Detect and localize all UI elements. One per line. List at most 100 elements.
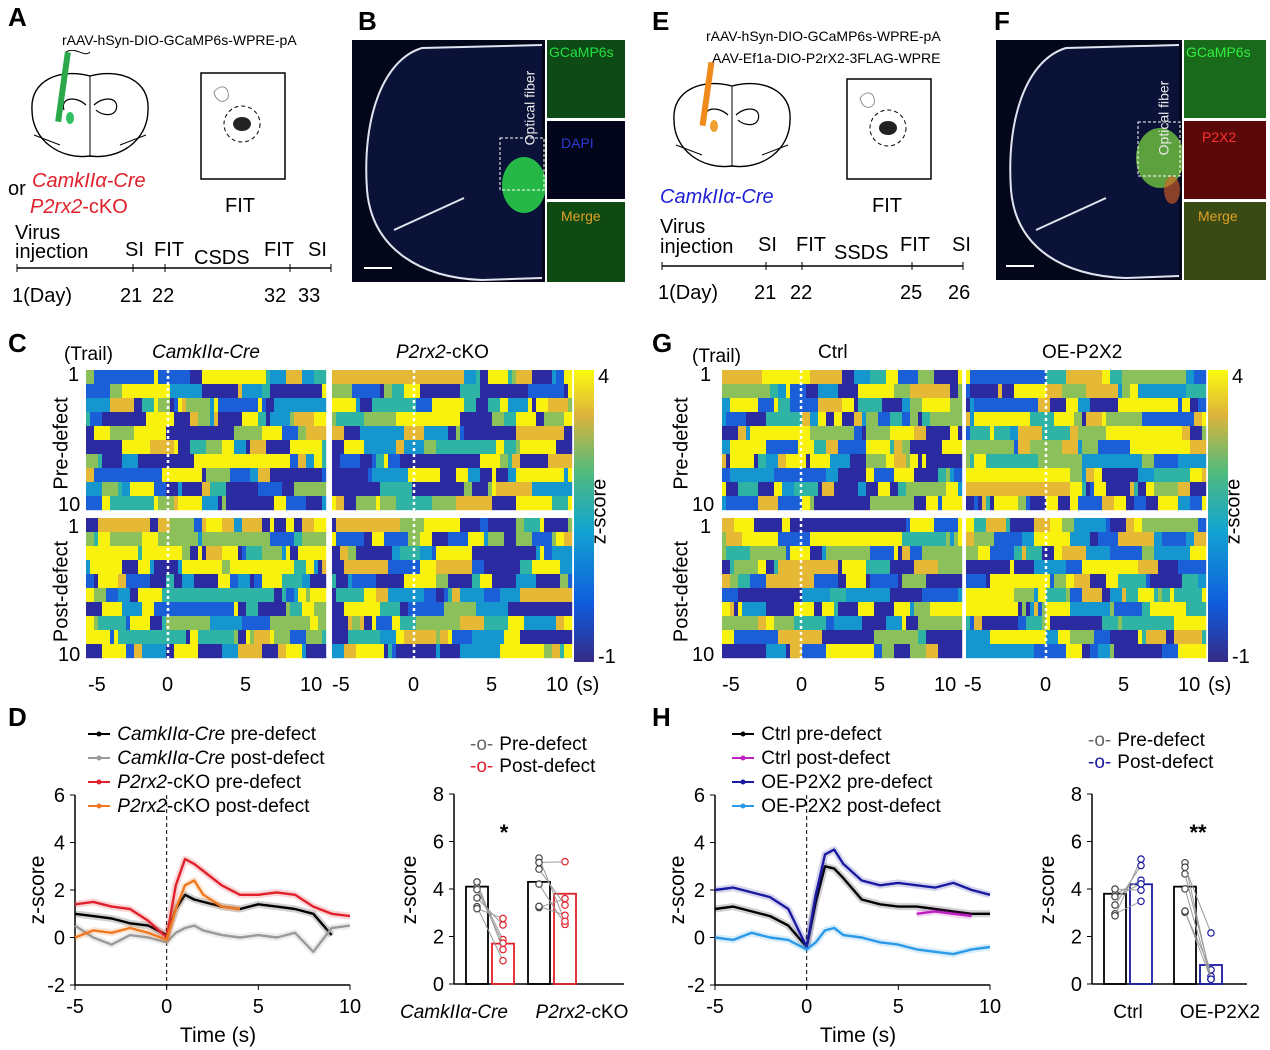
- heat-cell: [734, 440, 738, 454]
- heat-cell: [1062, 454, 1066, 468]
- heat-cell: [138, 518, 142, 532]
- heat-cell: [1122, 560, 1126, 574]
- heat-cell: [246, 630, 250, 644]
- heat-cell: [314, 644, 318, 658]
- heat-cell: [1094, 630, 1098, 644]
- heat-cell: [918, 440, 922, 454]
- heat-cell: [444, 440, 448, 454]
- heat-cell: [118, 454, 122, 468]
- heat-cell: [974, 532, 978, 546]
- heat-cell: [294, 644, 298, 658]
- heat-cell: [540, 546, 544, 560]
- heat-cell: [246, 426, 250, 440]
- heat-cell: [396, 560, 400, 574]
- heat-cell: [528, 560, 532, 574]
- heat-cell: [730, 588, 734, 602]
- heat-cell: [994, 560, 998, 574]
- heat-cell: [106, 426, 110, 440]
- heat-cell: [974, 384, 978, 398]
- heat-cell: [352, 644, 356, 658]
- heat-cell: [222, 532, 226, 546]
- heat-cell: [914, 602, 918, 616]
- heat-cell: [886, 482, 890, 496]
- heat-cell: [958, 630, 962, 644]
- heat-cell: [524, 426, 528, 440]
- heat-cell: [150, 426, 154, 440]
- heat-cell: [484, 644, 488, 658]
- heat-cell: [158, 518, 162, 532]
- heat-cell: [190, 398, 194, 412]
- heat-cell: [436, 574, 440, 588]
- heat-cell: [754, 546, 758, 560]
- heat-cell: [1022, 440, 1026, 454]
- heat-cell: [750, 616, 754, 630]
- heat-cell: [1134, 468, 1138, 482]
- heat-cell: [954, 546, 958, 560]
- heat-cell: [102, 560, 106, 574]
- heat-cell: [524, 602, 528, 616]
- heat-cell: [758, 560, 762, 574]
- heat-cell: [360, 588, 364, 602]
- heat-cell: [182, 518, 186, 532]
- heat-cell: [274, 468, 278, 482]
- heat-cell: [348, 398, 352, 412]
- heat-cell: [1074, 454, 1078, 468]
- heat-cell: [548, 518, 552, 532]
- heat-cell: [314, 588, 318, 602]
- heat-cell: [986, 440, 990, 454]
- heat-cell: [738, 518, 742, 532]
- heat-cell: [974, 398, 978, 412]
- heat-cell: [536, 468, 540, 482]
- heat-cell: [158, 574, 162, 588]
- heat-cell: [794, 630, 798, 644]
- heat-cell: [270, 370, 274, 384]
- heat-cell: [778, 588, 782, 602]
- heat-cell: [556, 412, 560, 426]
- heat-cell: [472, 468, 476, 482]
- heat-cell: [186, 370, 190, 384]
- heat-cell: [420, 588, 424, 602]
- heat-cell: [1006, 468, 1010, 482]
- heat-cell: [484, 370, 488, 384]
- heat-cell: [1174, 398, 1178, 412]
- heat-cell: [794, 644, 798, 658]
- heat-cell: [254, 454, 258, 468]
- heat-cell: [424, 440, 428, 454]
- heat-cell: [826, 630, 830, 644]
- heat-cell: [1142, 616, 1146, 630]
- heat-cell: [1062, 560, 1066, 574]
- heat-cell: [1022, 574, 1026, 588]
- heat-cell: [90, 588, 94, 602]
- heat-cell: [1146, 630, 1150, 644]
- heat-cell: [930, 546, 934, 560]
- heat-cell: [314, 482, 318, 496]
- heat-cell: [404, 630, 408, 644]
- heat-cell: [1098, 560, 1102, 574]
- heat-cell: [332, 630, 336, 644]
- heat-cell: [830, 412, 834, 426]
- heat-cell: [94, 644, 98, 658]
- heat-cell: [190, 616, 194, 630]
- heat-cell: [974, 574, 978, 588]
- heat-cell: [496, 574, 500, 588]
- tl-event-si2-e: SI: [952, 234, 971, 257]
- heat-cell: [1010, 496, 1014, 510]
- heat-cell: [452, 468, 456, 482]
- heat-cell: [890, 440, 894, 454]
- heat-cell: [344, 398, 348, 412]
- heat-cell: [182, 398, 186, 412]
- heat-cell: [532, 532, 536, 546]
- heat-cell: [1054, 440, 1058, 454]
- heat-cell: [794, 370, 798, 384]
- heat-cell: [556, 518, 560, 532]
- heat-cell: [810, 454, 814, 468]
- heat-cell: [750, 454, 754, 468]
- heat-cell: [998, 454, 1002, 468]
- heat-cell: [182, 532, 186, 546]
- heat-cell: [1126, 440, 1130, 454]
- heat-cell: [1190, 630, 1194, 644]
- heat-cell: [400, 602, 404, 616]
- heat-cell: [1062, 518, 1066, 532]
- heat-cell: [814, 588, 818, 602]
- heat-cell: [754, 602, 758, 616]
